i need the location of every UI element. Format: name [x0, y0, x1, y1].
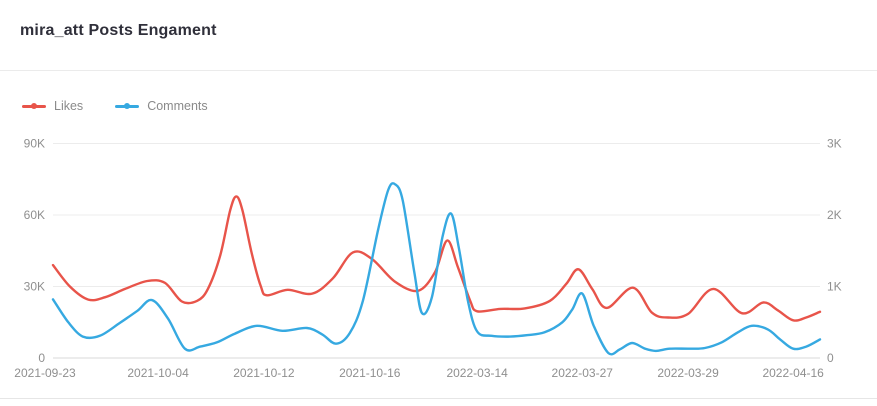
likes-line-marker-icon: [22, 101, 46, 111]
right-axis-tick-label: 0: [827, 351, 834, 365]
x-axis-tick-label: 2021-10-12: [233, 366, 295, 380]
x-axis-tick-label: 2021-10-04: [127, 366, 189, 380]
bottom-divider: [0, 398, 877, 399]
right-axis-tick-label: 1K: [827, 280, 842, 294]
legend-item-comments[interactable]: Comments: [115, 99, 208, 113]
legend-label-comments: Comments: [147, 99, 208, 113]
left-axis-tick-label: 0: [38, 351, 45, 365]
chart-legend: Likes Comments: [22, 99, 208, 113]
legend-item-likes[interactable]: Likes: [22, 99, 83, 113]
right-axis-tick-label: 3K: [827, 137, 842, 151]
page-title: mira_att Posts Engament: [20, 22, 217, 39]
x-axis-tick-label: 2021-10-16: [339, 366, 401, 380]
right-axis-tick-label: 2K: [827, 208, 842, 222]
legend-label-likes: Likes: [54, 99, 84, 113]
left-axis-tick-label: 30K: [24, 280, 45, 294]
x-axis-tick-label: 2022-03-27: [552, 366, 614, 380]
left-axis-tick-label: 60K: [24, 208, 45, 222]
comments-line[interactable]: [51, 182, 822, 356]
x-axis-tick-label: 2021-09-23: [14, 366, 76, 380]
left-axis-tick-label: 90K: [24, 137, 45, 151]
comments-line-marker-icon: [115, 101, 140, 111]
x-axis-tick-label: 2022-03-14: [446, 366, 508, 380]
x-axis-tick-label: 2022-03-29: [657, 366, 719, 380]
header-divider: [0, 70, 877, 71]
x-axis-tick-label: 2022-04-16: [762, 366, 824, 380]
